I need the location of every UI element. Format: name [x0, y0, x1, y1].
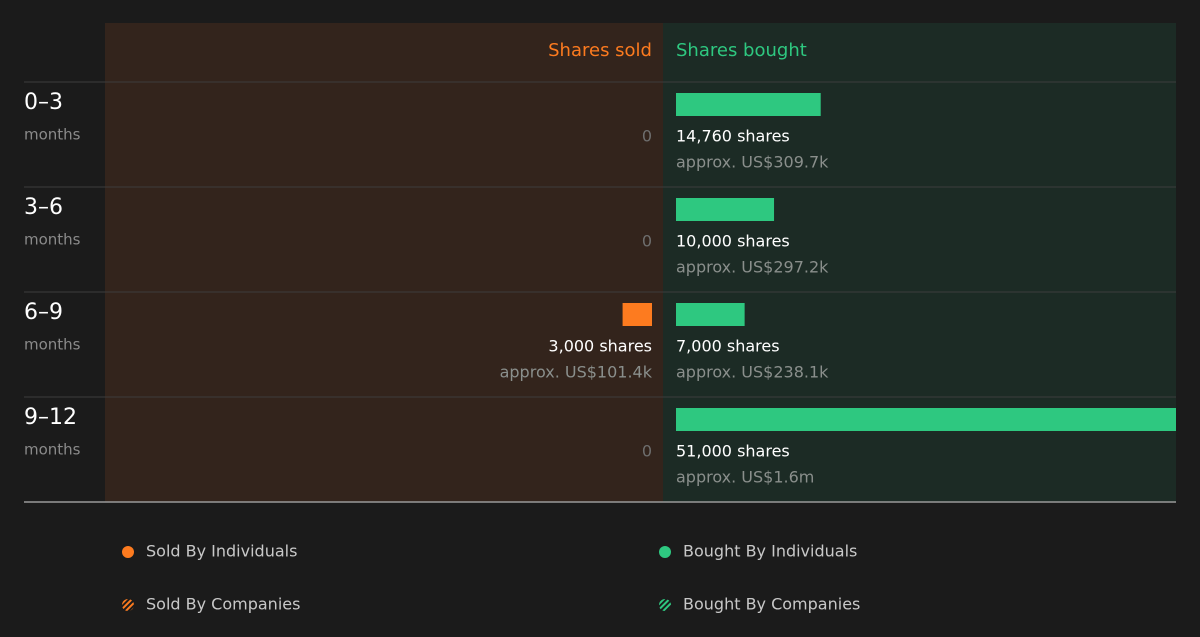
category-sublabel: months	[24, 126, 81, 144]
column-header: Shares bought	[676, 40, 807, 61]
legend-label: Sold By Companies	[146, 595, 300, 614]
value-label: 0	[642, 442, 652, 461]
bar	[676, 408, 1176, 431]
approx-label: approx. US$297.2k	[676, 258, 829, 277]
legend-swatch	[659, 546, 671, 558]
value-label: 51,000 shares	[676, 442, 790, 461]
category-sublabel: months	[24, 441, 81, 459]
category-sublabel: months	[24, 336, 81, 354]
approx-label: approx. US$101.4k	[500, 363, 653, 382]
approx-label: approx. US$309.7k	[676, 153, 829, 172]
column-header: Shares sold	[548, 40, 652, 61]
legend-label: Bought By Companies	[683, 595, 860, 614]
value-label: 0	[642, 127, 652, 146]
approx-label: approx. US$238.1k	[676, 363, 829, 382]
legend-label: Sold By Individuals	[146, 542, 297, 561]
category-label: 3–6	[24, 195, 63, 220]
bar	[622, 303, 652, 326]
approx-label: approx. US$1.6m	[676, 468, 814, 487]
category-label: 9–12	[24, 405, 77, 430]
category-sublabel: months	[24, 231, 81, 249]
bar	[676, 93, 821, 116]
value-label: 14,760 shares	[676, 127, 790, 146]
legend-label: Bought By Individuals	[683, 542, 857, 561]
legend-swatch	[659, 599, 671, 611]
bar	[676, 303, 745, 326]
sold-panel	[105, 23, 663, 502]
value-label: 7,000 shares	[676, 337, 780, 356]
bar	[676, 198, 775, 221]
category-label: 6–9	[24, 300, 63, 325]
legend-swatch	[122, 599, 134, 611]
category-label: 0–3	[24, 90, 63, 115]
value-label: 10,000 shares	[676, 232, 790, 251]
legend-swatch	[122, 546, 134, 558]
value-label: 0	[642, 232, 652, 251]
value-label: 3,000 shares	[548, 337, 652, 356]
